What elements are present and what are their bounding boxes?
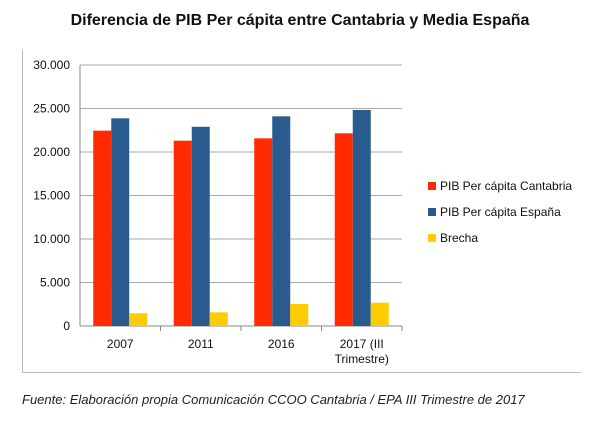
source-note: Fuente: Elaboración propia Comunicación … bbox=[22, 392, 525, 407]
bar-pib-per-c-pita-espa-a bbox=[191, 126, 210, 327]
bar-brecha bbox=[370, 302, 389, 326]
y-tick-label: 5.000 bbox=[40, 276, 70, 290]
x-tick-label: 2011 bbox=[188, 337, 214, 351]
x-tick-label: 2007 bbox=[107, 337, 134, 351]
bar-brecha bbox=[129, 313, 148, 326]
legend-label: PIB Per cápita España bbox=[440, 205, 561, 219]
chart-frame bbox=[22, 50, 581, 373]
bar-pib-per-c-pita-espa-a bbox=[352, 109, 371, 326]
bar-brecha bbox=[209, 312, 228, 326]
legend-label: Brecha bbox=[440, 231, 478, 245]
bar-pib-per-c-pita-cantabria bbox=[254, 138, 273, 326]
y-tick-label: 30.000 bbox=[33, 58, 70, 72]
y-tick-label: 20.000 bbox=[33, 145, 70, 159]
y-tick-label: 15.000 bbox=[33, 189, 70, 203]
y-tick-label: 25.000 bbox=[33, 102, 70, 116]
y-tick-label: 10.000 bbox=[33, 232, 70, 246]
bar-pib-per-c-pita-cantabria bbox=[334, 133, 353, 326]
x-tick-label: 2016 bbox=[268, 337, 295, 351]
y-tick-label: 0 bbox=[63, 319, 70, 333]
x-tick-label: 2017 (III bbox=[340, 337, 384, 351]
bar-pib-per-c-pita-cantabria bbox=[93, 130, 112, 326]
bar-pib-per-c-pita-espa-a bbox=[272, 116, 291, 326]
legend-label: PIB Per cápita Cantabria bbox=[440, 179, 572, 193]
bar-brecha bbox=[290, 303, 309, 326]
bar-pib-per-c-pita-cantabria bbox=[173, 140, 192, 326]
legend-swatch bbox=[428, 182, 436, 190]
bar-pib-per-c-pita-espa-a bbox=[111, 118, 130, 327]
x-tick-label: Trimestre) bbox=[335, 352, 389, 366]
legend-swatch bbox=[428, 234, 436, 242]
chart-title: Diferencia de PIB Per cápita entre Canta… bbox=[70, 12, 530, 29]
legend-swatch bbox=[428, 208, 436, 216]
